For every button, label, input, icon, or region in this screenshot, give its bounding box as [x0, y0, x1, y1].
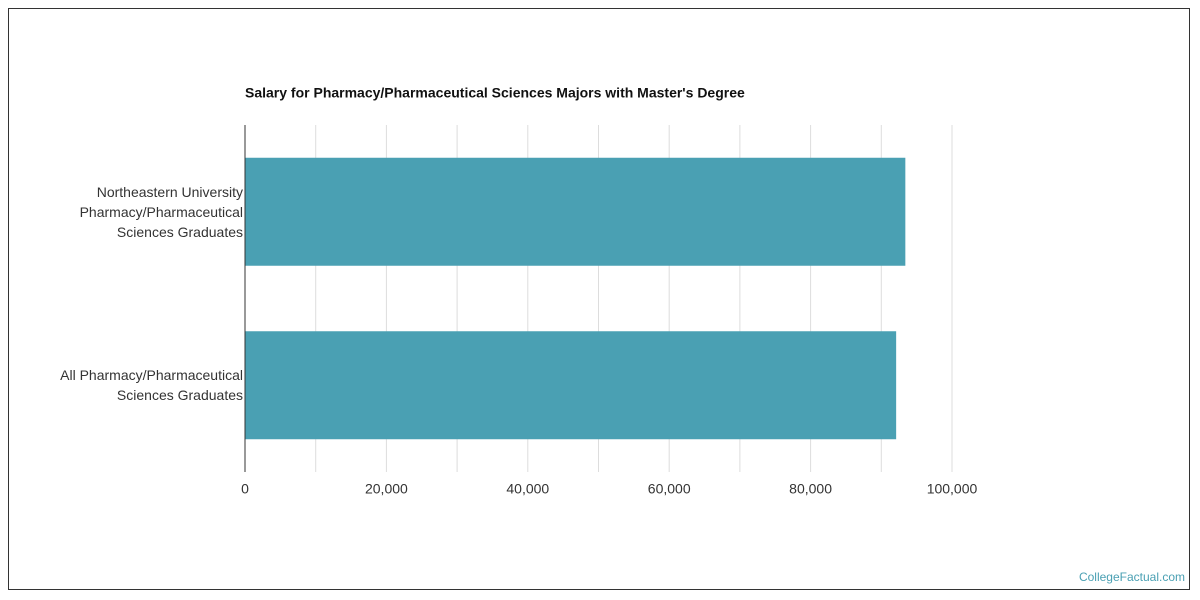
y-tick-label: Northeastern University Pharmacy/Pharmac…: [79, 183, 243, 240]
y-tick-label: All Pharmacy/Pharmaceutical Sciences Gra…: [60, 367, 243, 404]
x-tick-label: 60,000: [648, 481, 691, 497]
chart-title: Salary for Pharmacy/Pharmaceutical Scien…: [245, 85, 745, 101]
x-tick-label: 40,000: [506, 481, 549, 497]
x-tick-label: 100,000: [927, 481, 978, 497]
x-tick-label: 80,000: [789, 481, 832, 497]
x-tick-label: 20,000: [365, 481, 408, 497]
bar: [245, 331, 897, 440]
frame: [8, 8, 1190, 590]
source[interactable]: CollegeFactual.com: [1079, 570, 1185, 584]
x-tick-label: 0: [241, 481, 249, 497]
bar: [245, 157, 906, 266]
